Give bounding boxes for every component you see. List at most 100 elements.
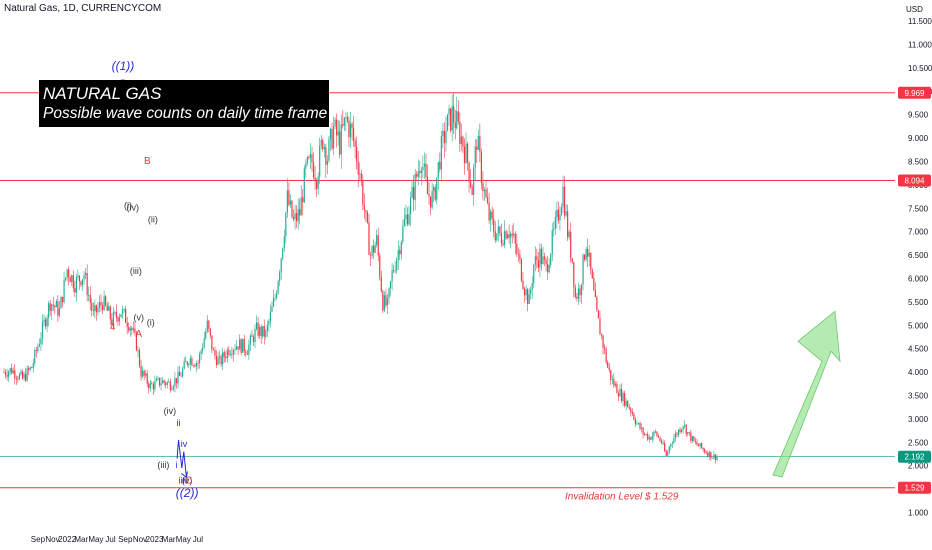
candle-body [143,370,145,376]
candle-body [547,264,549,273]
candle-body [673,438,675,444]
candle-body [657,435,660,438]
candle-body [408,214,410,225]
candle-body [542,256,544,264]
candle-body [426,176,429,195]
candle-body [112,312,114,326]
candle-body [296,213,298,222]
candle-body [553,228,555,231]
candle-body [613,379,615,386]
candle-body [206,320,208,332]
candle-body [377,235,379,256]
candle-body [496,233,498,241]
candle-body [583,254,586,260]
candle-body [323,147,325,150]
projection-arrowhead [181,471,188,479]
candle-body [142,370,144,377]
candle-body [14,370,16,379]
candle-body [450,108,452,131]
candle-body [682,426,684,430]
candle-body [354,140,356,147]
candle-body [705,452,707,454]
candle-body [285,212,287,237]
candle-body [545,259,547,265]
level-badge [898,174,931,187]
candle-body [337,131,339,136]
candle-body [117,317,119,322]
candle-body [396,259,398,271]
candle-body [508,234,510,238]
candle-body [289,200,292,205]
candle-body [120,314,122,318]
candle-body [69,277,71,282]
candle-body [463,146,466,164]
candle-body [299,209,301,216]
candle-body [158,377,161,386]
candle-body [118,317,121,322]
wave-label: (i) [147,317,155,327]
candle-body [234,349,236,351]
candle-body [26,368,28,381]
candle-body [386,297,389,306]
candle-body [259,326,261,336]
candle-body [671,443,673,445]
candle-body [186,361,188,365]
candle-body [490,211,492,221]
candle-body [413,186,415,200]
candle-body [215,355,218,365]
candle-body [288,190,290,205]
candle-body [433,187,435,191]
candle-body [195,363,198,367]
candle-body [454,122,456,129]
candle-body [548,264,550,273]
candle-body [607,362,609,368]
candle-body [77,275,79,277]
candle-body [580,284,583,296]
candle-body [81,279,84,286]
candle-body [486,197,489,203]
candle-body [425,163,427,177]
candle-body [123,309,125,310]
candle-body [31,367,33,369]
y-tick-label: 7.500 [908,204,929,213]
candle-body [251,335,253,337]
candle-body [24,373,27,381]
candle-body [604,347,606,349]
candle-body [690,432,692,441]
candle-body [349,123,352,138]
candle-body [129,327,131,331]
candle-body [188,364,190,366]
candle-body [628,406,630,409]
candle-body [500,233,503,244]
candle-body [393,270,395,272]
candle-body [137,350,139,351]
candle-body [262,325,264,337]
y-tick-label: 11.500 [908,17,932,26]
candle-body [650,437,652,440]
candle-body [380,276,382,292]
candle-body [203,338,205,348]
candle-body [684,424,686,427]
candle-body [294,213,296,220]
candle-body [624,392,626,406]
candle-body [297,209,299,222]
candle-body [40,338,42,345]
y-tick-label: 2.500 [908,438,929,447]
candle-body [640,427,643,429]
candle-body [610,369,612,380]
candle-body [125,309,127,323]
candle-body [588,252,590,257]
candle-body [52,304,54,306]
candle-body [178,371,181,376]
candle-body [105,296,107,306]
candle-body [214,350,216,356]
candle-body [648,437,650,440]
candle-body [292,216,295,220]
x-tick-label: Mar [74,535,88,544]
candle-body [231,353,233,355]
candle-body [342,124,344,126]
wave-label: (iv) [127,203,140,213]
wave-label: i [176,460,178,470]
candle-body [707,453,709,457]
